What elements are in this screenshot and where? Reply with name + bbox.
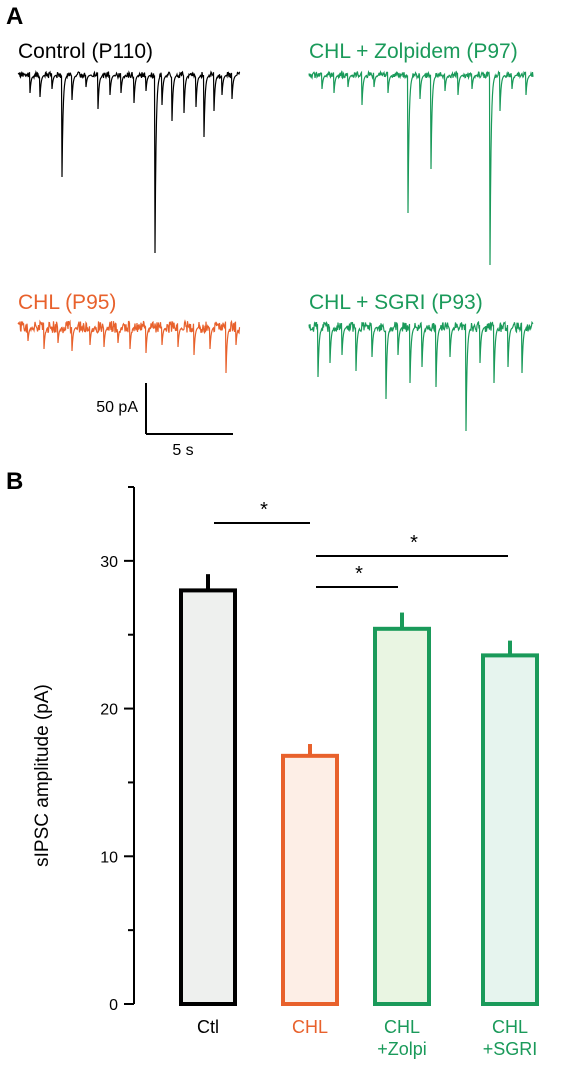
trace-title-chl-zolpidem: CHL + Zolpidem (P97) <box>309 40 518 63</box>
scale-bar-time-label: 5 s <box>172 442 193 459</box>
category-label: Ctl <box>197 1017 219 1037</box>
significance-star: * <box>410 532 418 554</box>
significance-markers: * * * <box>214 499 508 588</box>
significance-star: * <box>355 563 363 585</box>
scale-bar-amplitude-label: 50 pA <box>96 399 138 416</box>
category-label: CHL <box>292 1017 328 1037</box>
scale-bar: 50 pA 5 s <box>96 383 233 459</box>
trace-title-chl-sgri: CHL + SGRI (P93) <box>309 291 483 314</box>
category-label: CHL <box>384 1017 420 1037</box>
category-label: +SGRI <box>483 1039 538 1059</box>
panel-b-letter: B <box>6 468 23 495</box>
y-tick-label: 30 <box>100 554 118 571</box>
panel-a-letter: A <box>6 3 23 30</box>
trace-title-control: Control (P110) <box>18 40 153 63</box>
category-label: CHL <box>492 1017 528 1037</box>
trace-control <box>17 69 241 254</box>
y-axis-label: sIPSC amplitude (pA) <box>32 684 53 867</box>
y-tick-label: 10 <box>100 849 118 866</box>
significance-star: * <box>260 499 268 521</box>
trace-chl <box>17 319 241 374</box>
y-tick-label: 0 <box>109 997 118 1014</box>
bars <box>179 574 539 1007</box>
category-label: +Zolpi <box>377 1039 427 1059</box>
trace-chl-sgri <box>308 320 534 432</box>
trace-title-chl: CHL (P95) <box>18 291 116 314</box>
bar <box>481 653 539 1006</box>
y-tick-label: 20 <box>100 702 118 719</box>
y-ticks: 0 10 20 30 <box>100 486 134 1014</box>
bar <box>281 753 339 1007</box>
bar <box>373 626 431 1006</box>
bar <box>179 588 237 1007</box>
trace-chl-zolpidem <box>308 69 534 266</box>
